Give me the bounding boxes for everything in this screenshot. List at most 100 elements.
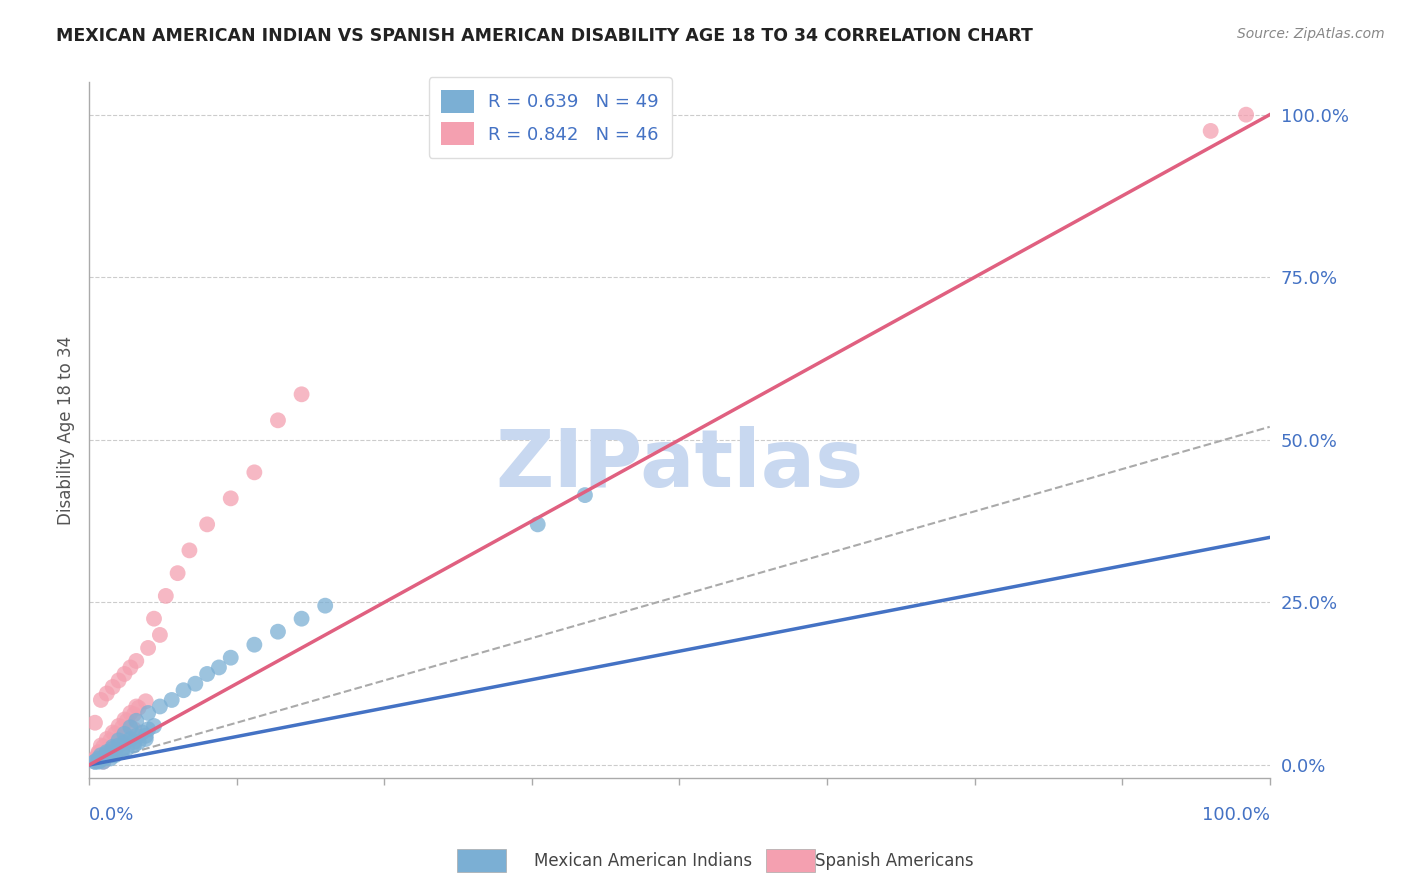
Point <box>115 741 138 756</box>
Point <box>98 733 121 747</box>
Point <box>84 751 107 765</box>
Point <box>219 491 242 506</box>
Point <box>574 488 596 502</box>
Point <box>111 720 134 734</box>
Point <box>87 751 110 765</box>
Text: Mexican American Indians: Mexican American Indians <box>534 852 752 870</box>
Point <box>1234 108 1257 122</box>
Point <box>115 714 138 728</box>
Point <box>98 751 121 765</box>
Point <box>128 700 150 714</box>
Point <box>122 735 145 749</box>
Point <box>104 727 127 741</box>
Point <box>195 517 218 532</box>
Point <box>143 719 166 733</box>
Point <box>125 729 148 743</box>
Point <box>96 746 118 760</box>
Point <box>101 680 124 694</box>
Point <box>96 731 118 746</box>
Point <box>84 755 107 769</box>
Point <box>267 413 290 427</box>
Point <box>143 612 166 626</box>
Point <box>96 686 118 700</box>
Legend: R = 0.639   N = 49, R = 0.842   N = 46: R = 0.639 N = 49, R = 0.842 N = 46 <box>429 78 672 158</box>
Point <box>219 650 242 665</box>
Point <box>135 731 157 746</box>
Point <box>107 673 129 688</box>
Point <box>314 599 336 613</box>
Point <box>115 729 138 743</box>
Point <box>155 589 177 603</box>
Point <box>131 725 153 739</box>
Point <box>84 753 107 767</box>
Text: Source: ZipAtlas.com: Source: ZipAtlas.com <box>1237 27 1385 41</box>
Point <box>107 739 129 753</box>
Point <box>179 543 201 558</box>
Point <box>104 741 127 756</box>
Point <box>91 751 114 765</box>
Point <box>91 755 114 769</box>
Text: 100.0%: 100.0% <box>1202 805 1270 824</box>
Point <box>122 739 145 753</box>
Point <box>107 733 129 747</box>
Point <box>526 517 548 532</box>
Point <box>290 387 312 401</box>
Point <box>195 667 218 681</box>
Point <box>208 660 231 674</box>
Point <box>243 638 266 652</box>
Point <box>122 707 145 722</box>
Point <box>111 735 134 749</box>
Point <box>107 719 129 733</box>
Point <box>104 745 127 759</box>
Y-axis label: Disability Age 18 to 34: Disability Age 18 to 34 <box>58 335 75 524</box>
Point <box>136 723 159 737</box>
Point <box>184 676 207 690</box>
Point <box>122 723 145 737</box>
Point <box>87 746 110 760</box>
Point <box>84 715 107 730</box>
Point <box>114 667 136 681</box>
Point <box>91 739 114 754</box>
Point <box>135 694 157 708</box>
Point <box>120 731 142 746</box>
Point <box>149 628 172 642</box>
Point <box>96 745 118 759</box>
Point <box>173 683 195 698</box>
Point <box>91 755 114 769</box>
Point <box>101 725 124 739</box>
Point <box>125 699 148 714</box>
Point <box>267 624 290 639</box>
Point <box>87 755 110 769</box>
Point <box>120 660 142 674</box>
Point <box>135 729 157 743</box>
Point <box>111 745 134 759</box>
Point <box>136 706 159 720</box>
Point <box>114 735 136 749</box>
Point <box>166 566 188 581</box>
Point <box>104 748 127 763</box>
Point <box>290 612 312 626</box>
Point <box>114 727 136 741</box>
Point <box>160 693 183 707</box>
Point <box>101 741 124 756</box>
Text: ZIPatlas: ZIPatlas <box>495 425 863 504</box>
Point <box>243 466 266 480</box>
Point <box>90 693 112 707</box>
Point <box>98 748 121 763</box>
Point <box>84 755 107 769</box>
Text: 0.0%: 0.0% <box>89 805 135 824</box>
Point <box>114 713 136 727</box>
Point <box>136 640 159 655</box>
Point <box>90 753 112 767</box>
Point <box>111 741 134 756</box>
Point <box>101 739 124 754</box>
Point <box>125 714 148 728</box>
Text: Spanish Americans: Spanish Americans <box>815 852 974 870</box>
Point <box>125 654 148 668</box>
Point <box>87 745 110 759</box>
Point <box>90 739 112 753</box>
Text: MEXICAN AMERICAN INDIAN VS SPANISH AMERICAN DISABILITY AGE 18 TO 34 CORRELATION : MEXICAN AMERICAN INDIAN VS SPANISH AMERI… <box>56 27 1033 45</box>
Point <box>120 720 142 734</box>
Point <box>90 748 112 763</box>
Point <box>128 735 150 749</box>
